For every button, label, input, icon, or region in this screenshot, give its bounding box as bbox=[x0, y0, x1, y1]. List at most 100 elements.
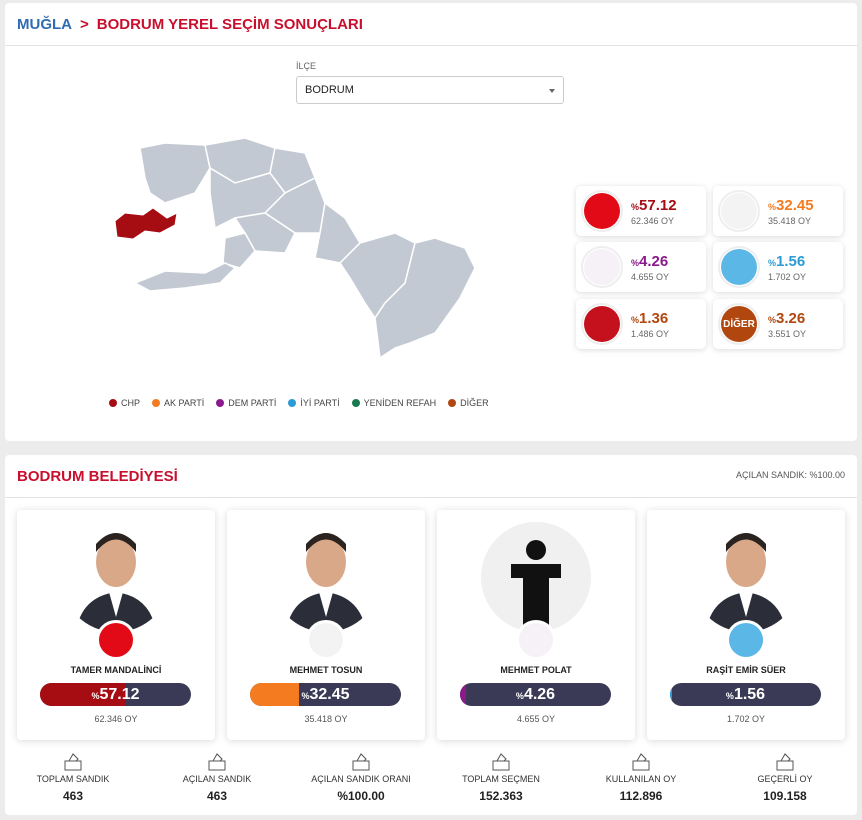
page-title: BODRUM YEREL SEÇİM SONUÇLARI bbox=[96, 15, 363, 33]
stat-label: TOPLAM SEÇMEN bbox=[462, 774, 540, 784]
candidate-percentage: %57.12 bbox=[91, 686, 140, 703]
candidate-vote-bar: %57.12 bbox=[40, 683, 191, 706]
vote-hand-icon bbox=[571, 750, 711, 772]
legend-label: DİĞER bbox=[460, 398, 489, 408]
candidate-name: TAMER MANDALİNCİ bbox=[70, 665, 162, 675]
party-result-card[interactable]: %32.45 35.418 OY bbox=[713, 186, 843, 236]
stat-item: AÇILAN SANDIK 463 bbox=[147, 750, 287, 803]
legend-dot bbox=[109, 399, 117, 407]
legend-label: AK PARTİ bbox=[164, 398, 205, 408]
party-percentage: %1.36 bbox=[631, 309, 669, 327]
party-votes: 1.702 OY bbox=[768, 271, 807, 282]
stat-item: TOPLAM SEÇMEN 152.363 bbox=[431, 750, 571, 803]
legend-dot bbox=[288, 399, 297, 407]
district-map[interactable] bbox=[105, 133, 480, 373]
legend-item: DEM PARTİ bbox=[216, 398, 276, 408]
legend-item: YENİDEN REFAH bbox=[351, 398, 437, 408]
party-votes: 3.551 OY bbox=[768, 328, 807, 339]
stat-label: AÇILAN SANDIK ORANI bbox=[311, 774, 411, 784]
party-logo-icon bbox=[581, 190, 623, 232]
party-logo-icon bbox=[516, 620, 556, 660]
caret-down-icon bbox=[549, 89, 555, 93]
stat-label: TOPLAM SANDIK bbox=[36, 774, 110, 784]
breadcrumb: MUĞLA > BODRUM YEREL SEÇİM SONUÇLARI bbox=[5, 3, 857, 46]
district-label: İLÇE bbox=[296, 61, 317, 71]
municipality-title: BODRUM BELEDİYESİ bbox=[17, 467, 178, 485]
party-result-card[interactable]: %1.36 1.486 OY bbox=[576, 299, 706, 349]
legend-item: CHP bbox=[109, 398, 140, 408]
ballot-box-icon bbox=[291, 750, 431, 772]
candidate-photo bbox=[61, 522, 171, 632]
party-logo-icon bbox=[726, 620, 766, 660]
legend-item: AK PARTİ bbox=[152, 398, 204, 408]
legend-item: İYİ PARTİ bbox=[288, 398, 340, 408]
stat-value: 109.158 bbox=[763, 789, 807, 803]
stat-value: 463 bbox=[62, 789, 84, 803]
stat-value: %100.00 bbox=[337, 789, 385, 803]
legend-label: YENİDEN REFAH bbox=[363, 398, 437, 408]
district-map-panel: MUĞLA > BODRUM YEREL SEÇİM SONUÇLARI İLÇ… bbox=[5, 3, 857, 441]
party-votes: 4.655 OY bbox=[631, 271, 670, 282]
party-result-card[interactable]: %57.12 62.346 OY bbox=[576, 186, 706, 236]
candidate-name: RAŞİT EMİR SÜER bbox=[706, 665, 786, 675]
ballot-box-icon bbox=[147, 750, 287, 772]
party-result-card[interactable]: %1.56 1.702 OY bbox=[713, 242, 843, 292]
candidate-name: MEHMET POLAT bbox=[500, 665, 572, 675]
candidate-percentage: %4.26 bbox=[515, 686, 556, 703]
candidate-card[interactable]: TAMER MANDALİNCİ %57.12 62.346 OY bbox=[17, 510, 215, 740]
stat-item: GEÇERLİ OY 109.158 bbox=[715, 750, 855, 803]
party-logo-icon bbox=[718, 246, 760, 288]
district-select-value: BODRUM bbox=[305, 84, 354, 96]
candidate-card[interactable]: MEHMET POLAT %4.26 4.655 OY bbox=[437, 510, 635, 740]
stat-value: 463 bbox=[206, 789, 228, 803]
candidate-votes: 35.418 OY bbox=[304, 714, 348, 724]
candidate-vote-bar: %1.56 bbox=[670, 683, 821, 706]
map-region bbox=[374, 237, 476, 360]
legend-label: CHP bbox=[121, 398, 141, 408]
candidate-vote-bar: %32.45 bbox=[250, 683, 401, 706]
party-percentage: %32.45 bbox=[768, 196, 814, 214]
candidate-photo bbox=[691, 522, 801, 632]
party-percentage: %1.56 bbox=[768, 252, 806, 270]
stat-label: AÇILAN SANDIK bbox=[182, 774, 252, 784]
municipality-panel: BODRUM BELEDİYESİ AÇILAN SANDIK: %100.00… bbox=[5, 455, 857, 815]
stat-value: 152.363 bbox=[479, 789, 523, 803]
district-select[interactable]: BODRUM bbox=[296, 76, 564, 104]
party-result-card[interactable]: DİĞER %3.26 3.551 OY bbox=[713, 299, 843, 349]
stat-label: KULLANILAN OY bbox=[605, 774, 677, 784]
candidate-vote-bar: %4.26 bbox=[460, 683, 611, 706]
party-logo-icon: DİĞER bbox=[718, 303, 760, 345]
vote-bar-fill bbox=[250, 683, 299, 706]
candidate-percentage: %1.56 bbox=[725, 686, 766, 703]
opened-boxes-ratio: AÇILAN SANDIK: %100.00 bbox=[735, 470, 845, 480]
stat-item: AÇILAN SANDIK ORANI %100.00 bbox=[291, 750, 431, 803]
party-logo-icon bbox=[718, 190, 760, 232]
party-percentage: %4.26 bbox=[631, 252, 669, 270]
candidate-votes: 1.702 OY bbox=[726, 714, 766, 724]
stat-value: 112.896 bbox=[619, 789, 663, 803]
map-region bbox=[222, 232, 256, 269]
party-result-card[interactable]: %4.26 4.655 OY bbox=[576, 242, 706, 292]
chevron-right-icon: > bbox=[80, 15, 89, 33]
candidate-card[interactable]: RAŞİT EMİR SÜER %1.56 1.702 OY bbox=[647, 510, 845, 740]
users-icon bbox=[431, 750, 571, 772]
party-logo-icon bbox=[96, 620, 136, 660]
candidate-votes: 4.655 OY bbox=[516, 714, 556, 724]
party-logo-text: DİĞER bbox=[723, 318, 755, 330]
candidate-percentage: %32.45 bbox=[301, 686, 350, 703]
vote-bar-fill bbox=[460, 683, 467, 706]
vote-bar-fill bbox=[40, 683, 127, 706]
party-logo-icon bbox=[306, 620, 346, 660]
legend-dot bbox=[152, 399, 161, 407]
candidate-card[interactable]: MEHMET TOSUN %32.45 35.418 OY bbox=[227, 510, 425, 740]
party-logo-icon bbox=[581, 246, 623, 288]
party-votes: 1.486 OY bbox=[631, 328, 670, 339]
phone-hand-icon bbox=[715, 750, 855, 772]
party-logo-icon bbox=[581, 303, 623, 345]
map-legend: CHP AK PARTİ DEM PARTİ İYİ PARTİ YENİDEN REF… bbox=[109, 398, 489, 408]
candidate-name: MEHMET TOSUN bbox=[289, 665, 363, 675]
party-votes: 35.418 OY bbox=[768, 215, 812, 226]
breadcrumb-province[interactable]: MUĞLA bbox=[17, 15, 72, 33]
legend-item: DİĞER bbox=[448, 398, 489, 408]
map-region bbox=[139, 142, 211, 204]
